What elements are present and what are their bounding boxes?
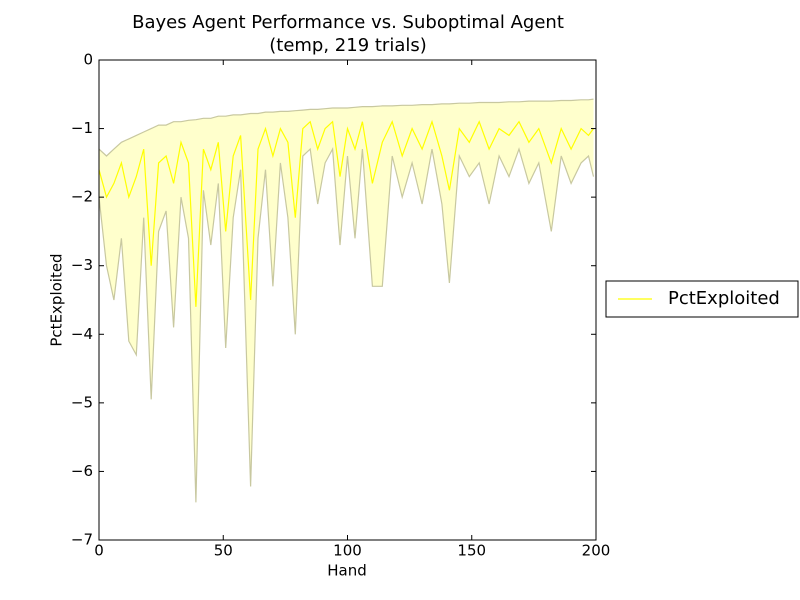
y-axis-label: PctExploited [48, 253, 66, 346]
y-tick-label: −6 [71, 462, 93, 480]
band-edge [98, 147, 595, 503]
legend-label: PctExploited [668, 288, 780, 309]
chart-subtitle: (temp, 219 trials) [269, 35, 427, 56]
y-tick-label: −1 [71, 119, 93, 137]
y-tick-label: −4 [71, 325, 93, 343]
line [98, 119, 594, 307]
chart-title: Bayes Agent Performance vs. Suboptimal A… [132, 12, 564, 33]
y-tick-label: −7 [71, 531, 93, 549]
x-tick-label: 0 [94, 542, 104, 560]
x-axis-label: Hand [327, 562, 367, 580]
y-tick-label: −5 [71, 393, 93, 411]
band-area [99, 99, 594, 503]
x-tick-label: 100 [333, 542, 362, 560]
legend: PctExploited [605, 280, 799, 318]
x-tick-label: 50 [214, 542, 233, 560]
x-tick-label: 200 [582, 542, 611, 560]
x-tick-label: 150 [457, 542, 486, 560]
y-tick-label: −2 [71, 188, 93, 206]
y-tick-label: −3 [71, 256, 93, 274]
band-edge [98, 98, 594, 157]
y-tick-label: 0 [83, 51, 93, 69]
